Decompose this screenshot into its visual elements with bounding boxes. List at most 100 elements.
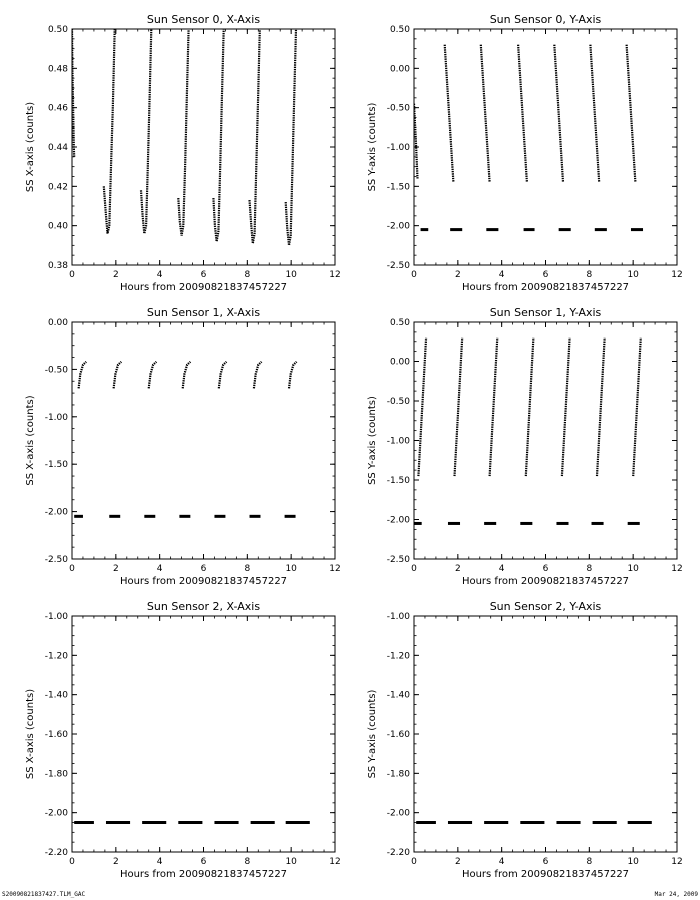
plot-data <box>414 337 642 525</box>
x-axis-label: Hours from 20090821837457227 <box>120 869 287 880</box>
y-tick-label: 0.42 <box>48 182 68 192</box>
x-tick-label: 8 <box>244 270 250 280</box>
y-tick-label: -1.60 <box>45 730 69 740</box>
x-tick-label: 10 <box>627 270 639 280</box>
y-tick-label: 0.50 <box>390 25 410 35</box>
data-pass-6 <box>625 44 637 183</box>
x-tick-label: 2 <box>113 857 119 867</box>
chart-panel-3: Sun Sensor 1, Y-Axis 0 2 4 6 8 10 12 -2.50 -2.00 -… <box>367 306 683 587</box>
chart-panel-5: Sun Sensor 2, Y-Axis 0 2 4 6 8 10 12 -2.20 -2.00 -… <box>367 600 683 880</box>
x-tick-label: 6 <box>543 270 549 280</box>
data-pass-0 <box>72 29 76 157</box>
y-tick-label: -1.40 <box>45 691 69 701</box>
y-tick-label: 0.46 <box>48 104 68 114</box>
x-tick-label: 0 <box>69 270 75 280</box>
y-tick-label: 0.48 <box>48 64 68 74</box>
plot-frame <box>71 321 336 560</box>
footer-filename: S20090821837427.TLM_GAC <box>2 891 86 898</box>
chart-title: Sun Sensor 1, X-Axis <box>147 306 260 319</box>
y-axis-label: SS Y-axis (counts) <box>367 102 378 191</box>
data-pass-5 <box>248 29 261 244</box>
y-tick-label: 0.50 <box>48 25 68 35</box>
y-tick-label: -2.00 <box>387 222 411 232</box>
data-pass-1 <box>453 337 464 477</box>
x-tick-label: 2 <box>455 270 461 280</box>
y-tick-label: -2.50 <box>387 555 411 565</box>
x-tick-label: 8 <box>244 857 250 867</box>
data-pass-2 <box>488 337 499 477</box>
x-tick-label: 0 <box>69 857 75 867</box>
y-tick-label: -1.00 <box>387 612 411 622</box>
x-axis-label: Hours from 20090821837457227 <box>462 576 629 587</box>
x-tick-label: 0 <box>411 857 417 867</box>
x-tick-label: 0 <box>411 270 417 280</box>
y-tick-label: 0.00 <box>390 64 410 74</box>
x-tick-label: 2 <box>113 270 119 280</box>
x-tick-label: 0 <box>411 564 417 574</box>
data-pass-4 <box>560 337 571 477</box>
x-tick-label: 6 <box>543 857 549 867</box>
y-tick-label: 0.00 <box>48 318 68 328</box>
plot-data <box>72 29 298 246</box>
x-tick-label: 2 <box>113 564 119 574</box>
chart-panel-0: Sun Sensor 0, X-Axis 0 2 4 6 8 10 12 0.38 0.40 0.4… <box>25 13 341 293</box>
y-axis-label: SS X-axis (counts) <box>25 395 36 485</box>
data-pass-0 <box>417 337 428 477</box>
y-tick-label: -1.50 <box>45 460 69 470</box>
plot-frame <box>71 615 336 853</box>
y-tick-label: -1.80 <box>45 769 69 779</box>
y-tick-label: -0.50 <box>45 365 69 375</box>
data-pass-0 <box>77 360 87 389</box>
y-tick-label: -2.20 <box>387 848 411 858</box>
x-tick-label: 10 <box>285 270 297 280</box>
data-pass-3 <box>517 44 528 183</box>
y-tick-label: 0.44 <box>48 143 68 153</box>
y-tick-label: -1.80 <box>387 769 411 779</box>
chart-title: Sun Sensor 2, Y-Axis <box>490 600 602 613</box>
data-pass-6 <box>284 29 298 246</box>
x-tick-label: 2 <box>455 857 461 867</box>
y-tick-label: -1.50 <box>387 476 411 486</box>
y-tick-label: -1.40 <box>387 691 411 701</box>
x-axis-label: Hours from 20090821837457227 <box>120 282 287 293</box>
x-tick-label: 4 <box>499 270 505 280</box>
x-tick-label: 12 <box>329 857 340 867</box>
x-tick-label: 4 <box>499 857 505 867</box>
y-tick-label: 0.38 <box>48 261 68 271</box>
x-tick-label: 6 <box>201 564 207 574</box>
data-pass-3 <box>181 360 192 389</box>
y-tick-label: -1.00 <box>387 143 411 153</box>
chart-title: Sun Sensor 1, Y-Axis <box>490 306 602 319</box>
x-tick-label: 6 <box>201 857 207 867</box>
x-axis-label: Hours from 20090821837457227 <box>462 869 629 880</box>
x-tick-label: 2 <box>455 564 461 574</box>
data-pass-1 <box>443 44 455 183</box>
data-pass-1 <box>112 360 123 389</box>
data-pass-4 <box>212 29 225 242</box>
x-tick-label: 10 <box>627 564 639 574</box>
plot-data <box>74 360 298 518</box>
y-axis-label: SS Y-axis (counts) <box>367 689 378 778</box>
data-pass-2 <box>479 44 491 183</box>
chart-panel-2: Sun Sensor 1, X-Axis 0 2 4 6 8 10 12 -2.50 -2.00 -… <box>25 306 341 587</box>
chart-title: Sun Sensor 0, X-Axis <box>147 13 260 26</box>
data-pass-3 <box>177 29 190 236</box>
y-axis-label: SS Y-axis (counts) <box>367 396 378 485</box>
data-pass-5 <box>595 337 606 477</box>
y-tick-label: -0.50 <box>387 104 411 114</box>
x-tick-label: 12 <box>671 270 682 280</box>
data-pass-4 <box>553 44 565 183</box>
x-axis-label: Hours from 20090821837457227 <box>120 576 287 587</box>
y-tick-label: 0.00 <box>390 358 410 368</box>
y-tick-label: -1.20 <box>387 651 411 661</box>
data-pass-5 <box>589 44 601 183</box>
chart-title: Sun Sensor 2, X-Axis <box>147 600 260 613</box>
data-pass-6 <box>287 360 298 389</box>
y-tick-label: -2.00 <box>387 516 411 526</box>
data-pass-6 <box>632 337 642 477</box>
chart-title: Sun Sensor 0, Y-Axis <box>490 13 602 26</box>
y-axis-label: SS X-axis (counts) <box>25 689 36 779</box>
y-tick-label: -1.00 <box>387 437 411 447</box>
y-tick-label: -2.00 <box>45 809 69 819</box>
